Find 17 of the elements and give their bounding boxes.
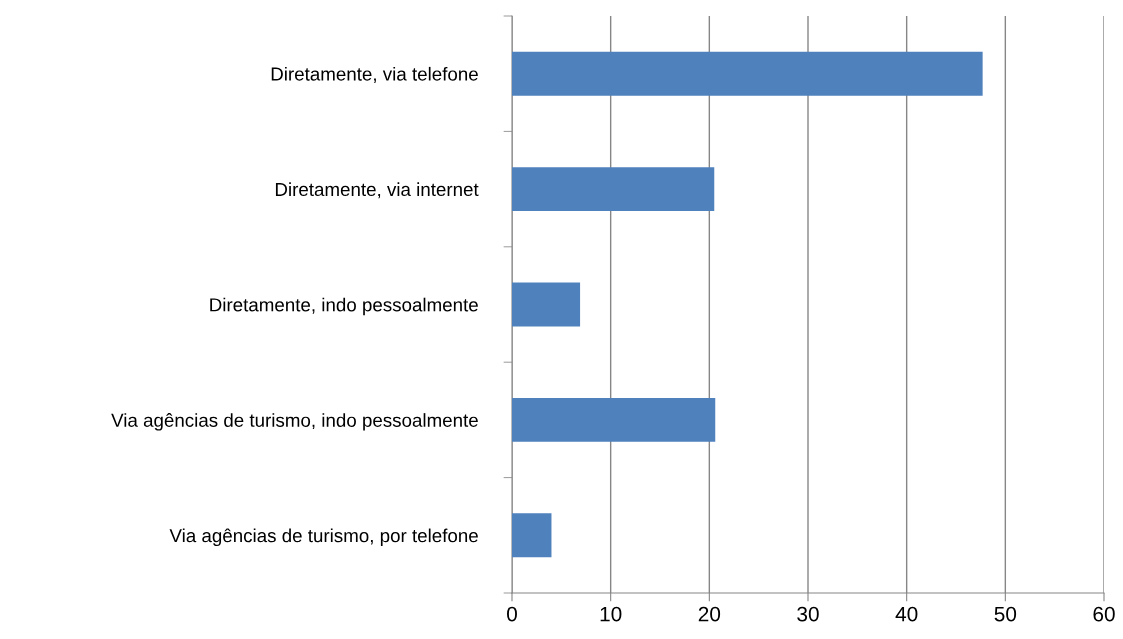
- bar: [512, 282, 581, 327]
- x-tick-label: 10: [600, 606, 622, 622]
- y-tick-label: Via agências de turismo, indo pessoalmente: [111, 413, 478, 431]
- bar: [512, 513, 552, 558]
- x-tick-label: 40: [895, 606, 918, 622]
- x-tick-label: 30: [797, 606, 819, 622]
- bar: [512, 167, 715, 212]
- x-tick-label: 0: [507, 606, 517, 622]
- y-tick-label: Diretamente, via internet: [275, 182, 479, 199]
- x-tick-label: 60: [1093, 606, 1115, 622]
- y-tick-label: Diretamente, indo pessoalmente: [210, 297, 478, 316]
- bar: [512, 51, 983, 96]
- x-tick-label: 50: [994, 606, 1017, 622]
- y-tick-label: Via agências de turismo, por telefone: [169, 528, 478, 547]
- y-tick-label: Diretamente, via telefone: [271, 66, 478, 83]
- bar: [512, 397, 716, 442]
- x-tick-label: 20: [698, 606, 721, 622]
